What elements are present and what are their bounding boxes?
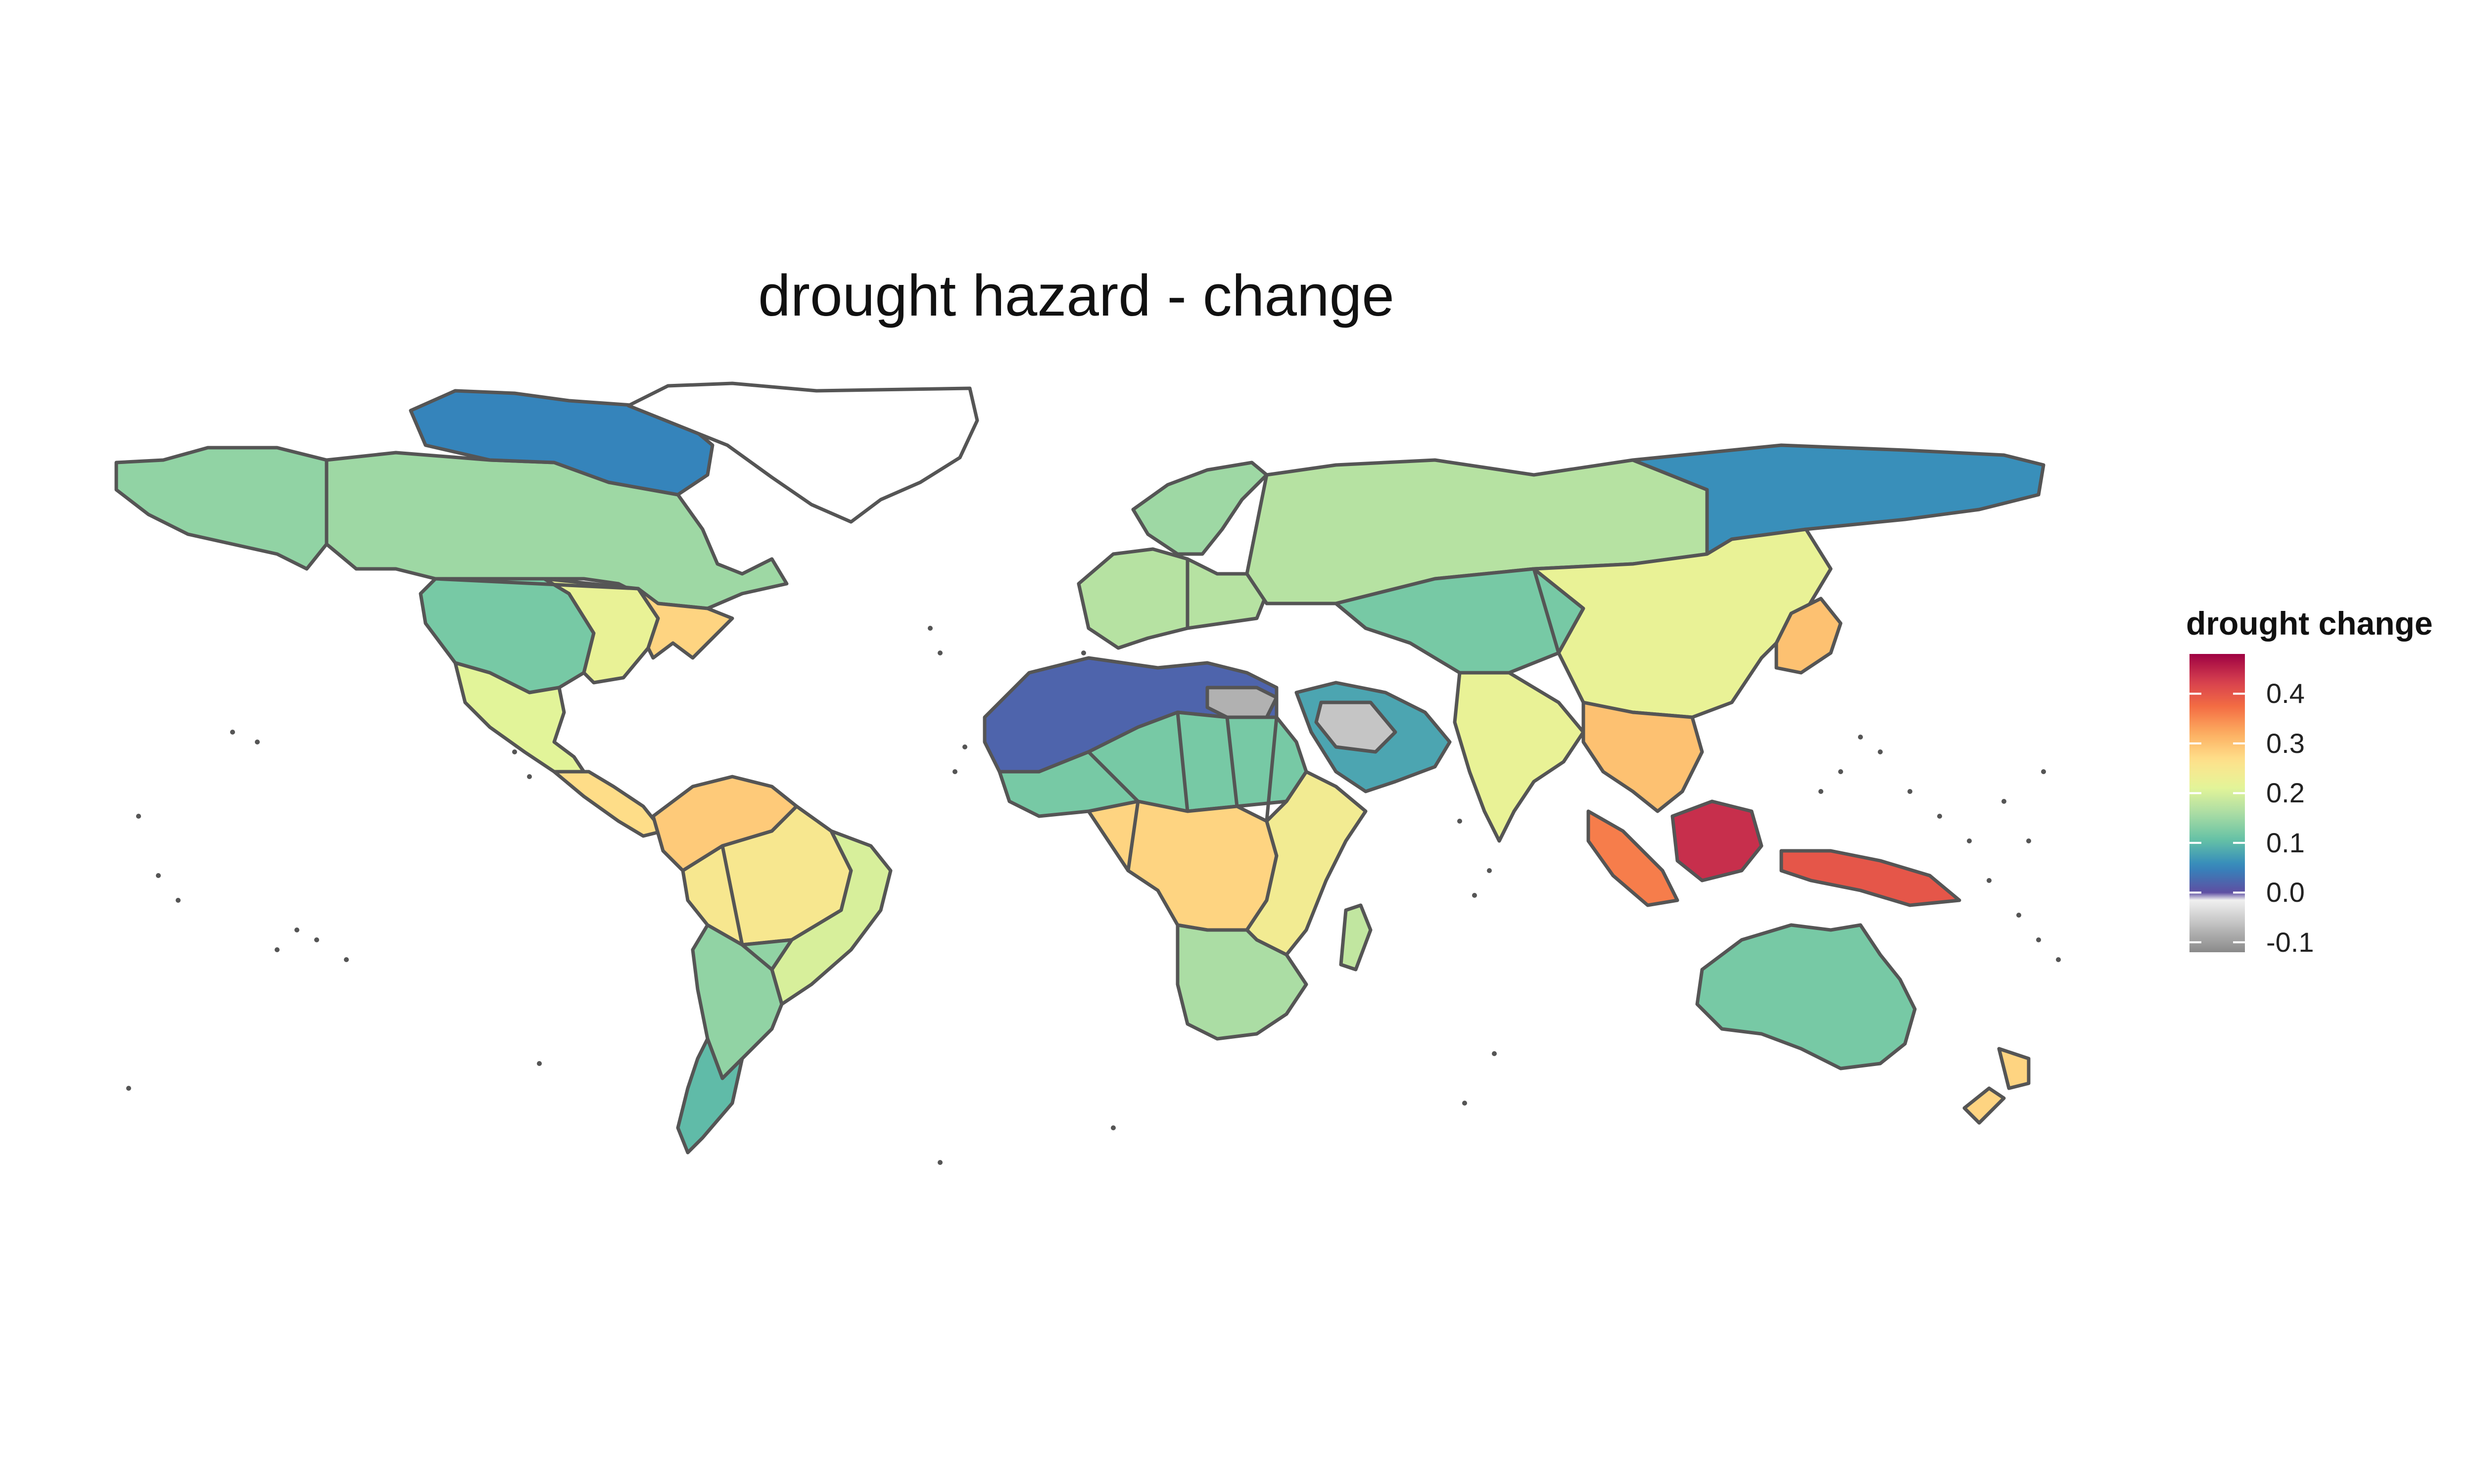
region-western-europe [1077,547,1269,650]
region-alaska [114,446,329,571]
country-border [720,845,744,945]
country-border [741,943,773,971]
region-new-zealand [1962,1047,2031,1125]
region-borneo [1670,799,1763,882]
region-scandinavia [1131,461,1269,556]
legend-tick-label: 0.2 [2266,777,2305,809]
region-india [1453,671,1585,843]
island-dot [1987,878,1992,883]
region-sumatra [1586,809,1679,907]
island-dot [1081,650,1086,655]
country-border [435,577,639,591]
region-new-guinea [1779,849,1961,907]
region-mexico [453,661,586,774]
island-dot [314,937,319,942]
country-border [1334,602,1367,630]
island-dot [1838,769,1843,774]
island-dot [1462,1101,1467,1106]
legend-tick-label: 0.3 [2266,727,2305,759]
region-central-america [552,770,665,838]
legend-tick-label: 0.0 [2266,877,2305,908]
legend-gradient-rect [2189,654,2245,952]
country-border [1176,712,1189,812]
island-dot [2041,769,2046,774]
island-dot [344,957,349,962]
island-dot [230,730,235,735]
region-layer [114,381,2046,1155]
island-dot [1907,789,1912,794]
island-dot [294,928,299,932]
region-rub-al-khali [1314,700,1397,754]
legend-tick-marks [2189,693,2245,943]
region-east-africa [1245,770,1368,957]
island-dot [2001,799,2006,804]
island-dot [2026,838,2031,843]
legend-tick-label: 0.4 [2266,678,2305,709]
legend-title: drought change [2186,605,2433,642]
region-eastern-brazil [770,829,893,1006]
country-border [1532,568,1561,653]
island-dot [512,749,517,754]
island-dot [1492,1051,1497,1056]
legend-colorbar [2189,654,2245,952]
region-southeast-asia [1581,700,1704,813]
island-dot [1111,1125,1116,1130]
island-dot [1457,819,1462,824]
island-dot [1967,838,1972,843]
legend-tick-label: 0.1 [2266,827,2305,858]
island-dot [952,769,957,774]
island-dot [176,898,181,903]
island-dot [962,744,967,749]
region-southern-africa [1176,923,1308,1041]
island-dot [2056,957,2061,962]
country-border [1087,750,1140,803]
island-dot [1472,893,1477,898]
island-dot [527,774,532,779]
island-dot [275,947,280,952]
island-dot [2016,913,2021,918]
island-dot [255,740,260,744]
region-central-asia [1334,567,1585,675]
island-dot [136,814,141,819]
island-dot [928,626,933,631]
border-layer [325,460,1561,971]
island-dot [126,1086,131,1091]
country-border [1265,717,1279,822]
region-japan [1774,597,1843,675]
island-dot [2036,937,2041,942]
region-australia [1695,923,1917,1070]
island-dot [938,650,943,655]
region-greenland [626,381,979,524]
region-central-africa [1087,799,1279,932]
island-layer [126,626,2061,1165]
region-canadian-arctic [409,389,714,497]
region-united-states-northeast-coast [636,587,734,660]
map-title: drought hazard - change [758,263,1394,328]
region-libyan-desert [1205,686,1279,719]
island-dot [1487,868,1492,873]
island-dot [156,873,161,878]
country-border [1225,717,1239,807]
region-madagascar [1339,903,1373,972]
region-patagonia [676,1037,744,1155]
island-dot [537,1061,542,1066]
region-united-states-west [419,577,596,695]
country-border [1126,801,1140,871]
island-dot [938,1160,943,1165]
island-dot [1858,735,1863,740]
island-dot [1878,749,1883,754]
island-dot [1937,814,1942,819]
island-dot [1818,789,1823,794]
region-china [1532,527,1833,719]
legend-tick-label: -0.1 [2266,926,2314,958]
